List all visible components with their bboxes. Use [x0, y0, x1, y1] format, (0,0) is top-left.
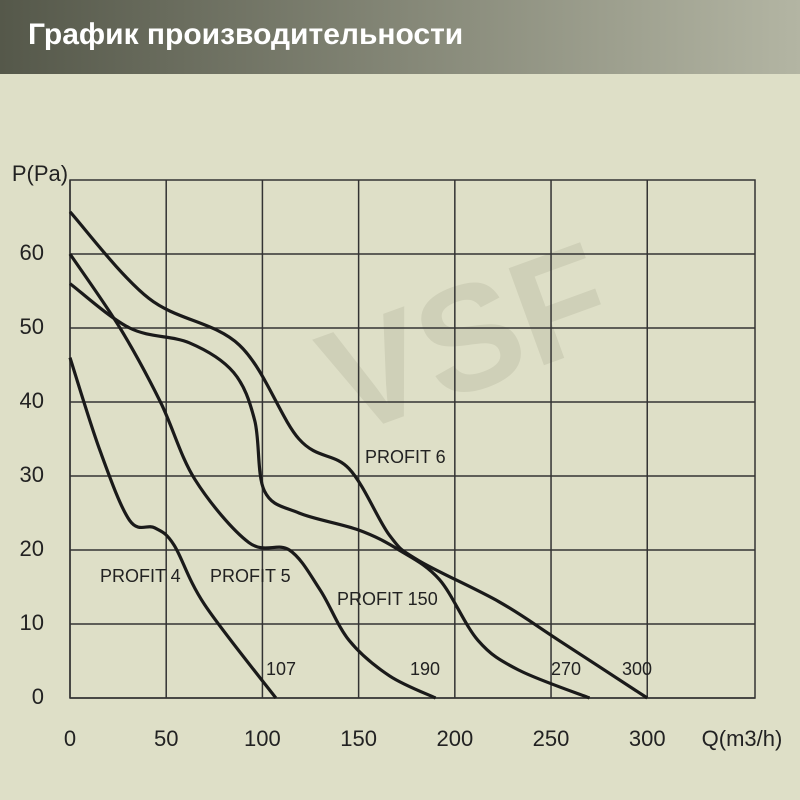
y-tick-label: 50 [20, 314, 44, 339]
y-tick-label: 20 [20, 536, 44, 561]
x-axis-label: Q(m3/h) [702, 726, 783, 751]
y-tick-label: 10 [20, 610, 44, 635]
y-tick-label: 60 [20, 240, 44, 265]
x-tick-label: 150 [340, 726, 377, 751]
end-label: 270 [551, 659, 581, 679]
x-tick-label: 0 [64, 726, 76, 751]
y-tick-label: 40 [20, 388, 44, 413]
series-line [68, 253, 437, 700]
y-tick-label: 0 [32, 684, 44, 709]
x-tick-label: 100 [244, 726, 281, 751]
header [0, 0, 800, 74]
end-label: 190 [410, 659, 440, 679]
end-label: 300 [622, 659, 652, 679]
series-label: PROFIT 6 [365, 447, 446, 467]
x-tick-label: 50 [154, 726, 178, 751]
series-line [69, 282, 591, 700]
series-label: PROFIT 4 [100, 566, 181, 586]
x-tick-label: 300 [629, 726, 666, 751]
chart-title: График производительности [28, 18, 463, 51]
x-tick-label: 250 [533, 726, 570, 751]
series-line [68, 210, 649, 700]
y-axis-label: P(Pa) [12, 161, 68, 186]
y-tick-label: 30 [20, 462, 44, 487]
series-label: PROFIT 5 [210, 566, 291, 586]
series-line [68, 357, 278, 699]
series-label: PROFIT 150 [337, 589, 438, 609]
end-label: 107 [266, 659, 296, 679]
x-tick-label: 200 [436, 726, 473, 751]
